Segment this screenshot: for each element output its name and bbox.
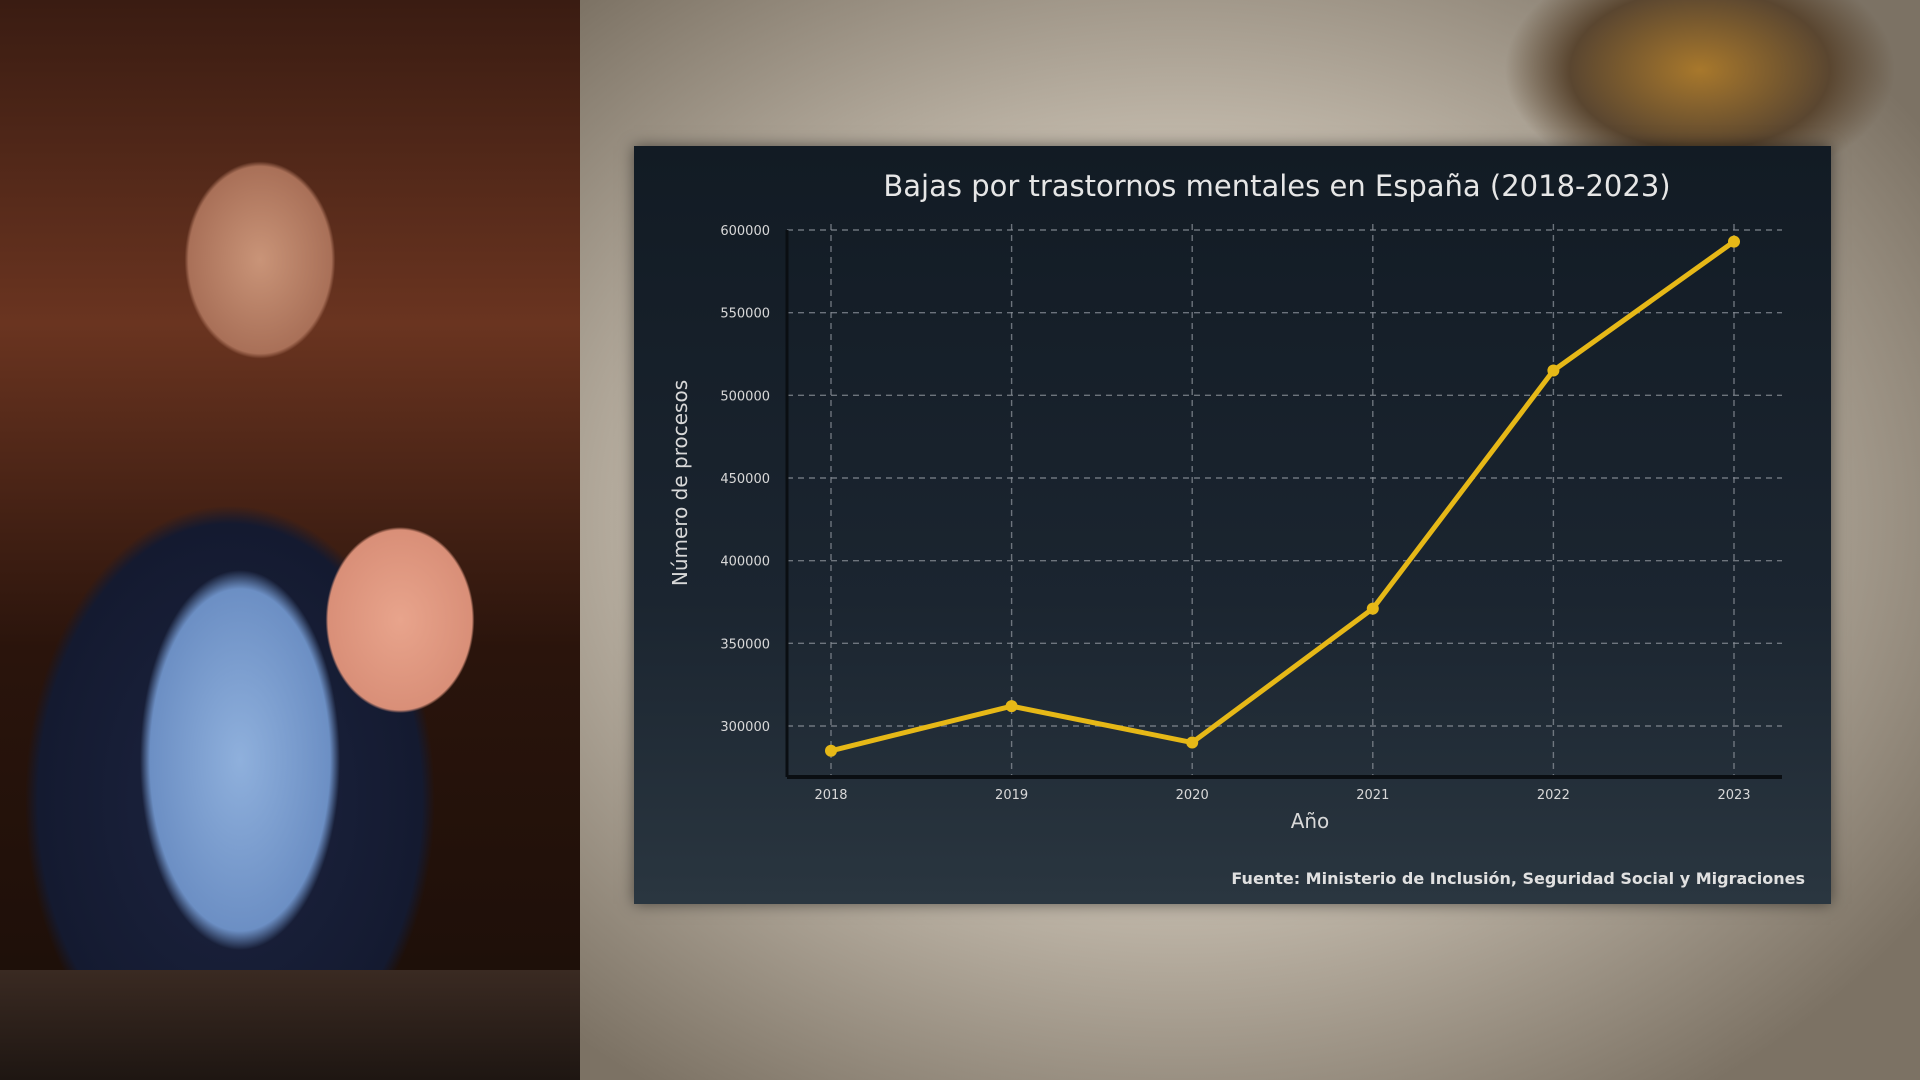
tick-labels: 300000 350000 400000 450000 500000 550000 6000…: [720, 224, 1750, 803]
data-point: [1366, 602, 1379, 615]
data-point: [1186, 736, 1199, 749]
data-point: [1005, 700, 1018, 713]
x-tick-label: 2023: [1717, 788, 1750, 803]
y-tick-label: 350000: [720, 637, 770, 652]
studio-desk: [0, 970, 580, 1080]
x-tick-label: 2022: [1537, 788, 1570, 803]
x-tick-label: 2019: [995, 788, 1028, 803]
source-note: Fuente: Ministerio de Inclusión, Segurid…: [1231, 869, 1805, 888]
y-tick-label: 450000: [720, 472, 770, 487]
studio-video-feed: [0, 0, 580, 1080]
x-axis-label: Año: [1291, 809, 1330, 833]
x-tick-label: 2021: [1356, 788, 1389, 803]
chart-title: Bajas por trastornos mentales en España …: [883, 169, 1670, 203]
data-point: [1728, 235, 1740, 248]
y-tick-label: 400000: [720, 555, 770, 570]
y-tick-label: 550000: [720, 307, 770, 322]
grid: [787, 224, 1782, 777]
y-tick-label: 300000: [720, 720, 770, 735]
y-tick-label: 500000: [720, 389, 770, 404]
y-axis-label: Número de procesos: [668, 380, 692, 586]
data-point: [825, 744, 837, 757]
x-tick-label: 2018: [814, 788, 847, 803]
y-tick-label: 600000: [720, 224, 770, 239]
axes: [785, 230, 1782, 779]
series-line: [830, 239, 1736, 754]
x-tick-label: 2020: [1176, 788, 1209, 803]
series: [825, 235, 1740, 757]
data-point: [1547, 364, 1560, 377]
